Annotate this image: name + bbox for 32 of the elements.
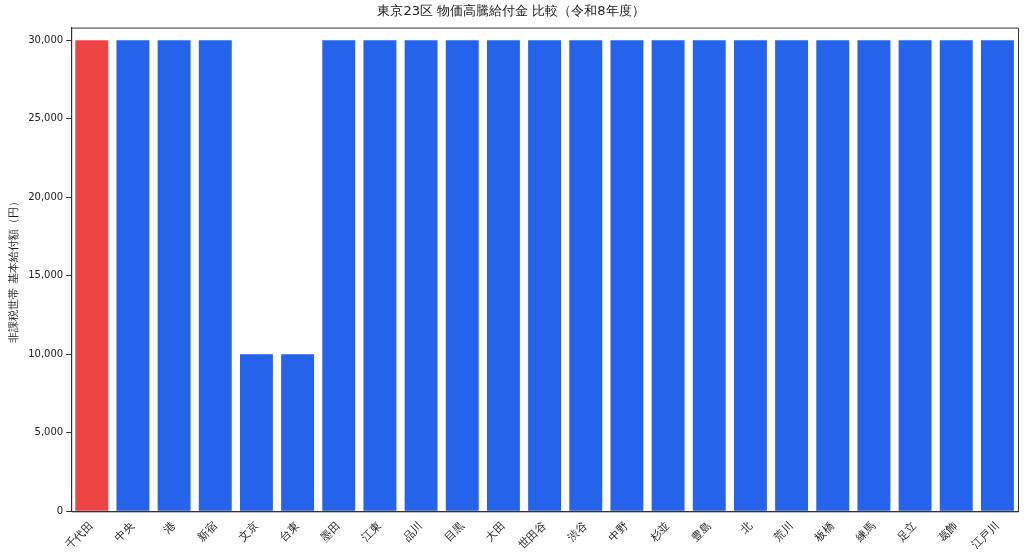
y-tick-label: 10,000 bbox=[28, 347, 64, 359]
x-tick-label: 墨田 bbox=[318, 518, 343, 544]
y-tick-label: 0 bbox=[56, 504, 64, 516]
y-tick-label: 20,000 bbox=[28, 190, 64, 202]
chart-title: 東京23区 物価高騰給付金 比較（令和8年度） bbox=[377, 3, 645, 19]
x-tick-label: 荒川 bbox=[770, 518, 796, 544]
x-tick-label: 江東 bbox=[359, 518, 385, 544]
x-tick-label: 足立 bbox=[894, 518, 920, 544]
x-tick-label: 目黒 bbox=[441, 518, 467, 544]
y-axis-title: 非課税世帯 基本給付額（円） bbox=[7, 196, 21, 343]
x-tick-label: 練馬 bbox=[852, 518, 879, 545]
x-tick-label: 江戸川 bbox=[969, 518, 1002, 552]
y-tick-label: 30,000 bbox=[28, 33, 64, 45]
x-tick-label: 葛飾 bbox=[935, 518, 961, 544]
x-tick-label: 千代田 bbox=[63, 518, 96, 552]
x-tick-label: 中野 bbox=[606, 518, 632, 544]
x-tick-label: 北 bbox=[737, 518, 755, 536]
x-tick-label: 豊島 bbox=[688, 518, 714, 544]
x-tick-label: 渋谷 bbox=[565, 518, 590, 544]
x-tick-label: 港 bbox=[161, 518, 179, 536]
x-tick-label: 文京 bbox=[235, 518, 261, 544]
x-tick-label: 中央 bbox=[112, 518, 138, 544]
x-tick-label: 大田 bbox=[482, 518, 508, 544]
x-tick-label: 杉並 bbox=[646, 518, 673, 545]
x-tick-label: 板橋 bbox=[811, 518, 837, 545]
y-tick-label: 25,000 bbox=[28, 112, 64, 124]
x-tick-label: 新宿 bbox=[194, 518, 220, 544]
x-tick-label: 品川 bbox=[400, 518, 426, 544]
y-tick-label: 15,000 bbox=[28, 269, 64, 281]
x-tick-label: 台東 bbox=[277, 518, 302, 544]
x-tick-label: 世田谷 bbox=[516, 518, 549, 552]
y-tick-label: 5,000 bbox=[34, 426, 64, 438]
